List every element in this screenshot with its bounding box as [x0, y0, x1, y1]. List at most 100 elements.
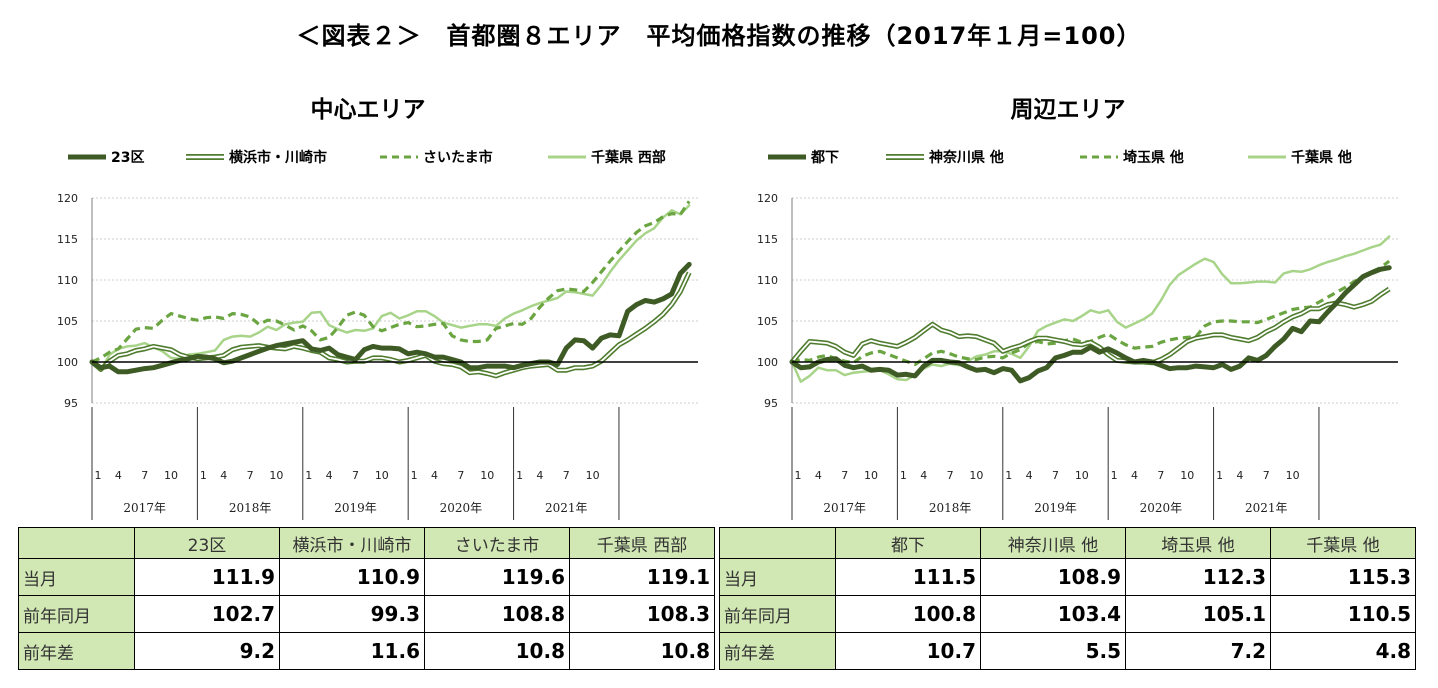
year-label: 2020年 [440, 501, 483, 515]
legend-label: 神奈川県 他 [929, 149, 1004, 166]
legend-label: 埼玉県 他 [1123, 149, 1184, 166]
y-tick-label: 110 [757, 274, 778, 287]
x-tick-label: 7 [1263, 469, 1270, 482]
table-cell: 110.9 [279, 558, 425, 596]
x-tick-label: 4 [1026, 469, 1033, 482]
y-tick-label: 115 [757, 233, 778, 246]
x-tick-label: 1 [795, 469, 802, 482]
x-tick-label: 4 [431, 469, 438, 482]
x-tick-label: 10 [375, 469, 389, 482]
y-tick-label: 100 [57, 356, 78, 369]
chart-title: 周辺エリア [1011, 97, 1126, 123]
table-row: 当月 111.5 108.9 112.3 115.3 [719, 558, 1416, 596]
year-label: 2021年 [545, 501, 588, 515]
legend-label: 千葉県 他 [1291, 149, 1352, 166]
year-label: 2017年 [123, 501, 166, 515]
legend-label: 23区 [111, 150, 144, 166]
table-cell: 110.5 [1270, 595, 1416, 633]
table-cell: 5.5 [980, 632, 1126, 670]
table-cell: 4.8 [1270, 632, 1416, 670]
table-row: 前年差 9.2 11.6 10.8 10.8 [18, 632, 715, 670]
y-tick-label: 95 [764, 397, 778, 410]
series-line [90, 204, 691, 372]
x-tick-label: 10 [864, 469, 878, 482]
x-tick-label: 10 [1180, 469, 1194, 482]
table-header-row: 都下 神奈川県 他 埼玉県 他 千葉県 他 [719, 527, 1416, 559]
y-tick-label: 105 [57, 315, 78, 328]
series-line [89, 261, 692, 375]
x-tick-label: 1 [305, 469, 312, 482]
column-header: 神奈川県 他 [980, 527, 1126, 559]
y-tick-label: 120 [57, 192, 78, 205]
series-line-inner [791, 288, 1390, 364]
x-tick-label: 7 [841, 469, 848, 482]
table-cell: 111.9 [134, 558, 280, 596]
year-label: 2019年 [1034, 501, 1077, 515]
row-label: 前年同月 [719, 595, 836, 633]
table-cell: 11.6 [279, 632, 425, 670]
x-tick-label: 10 [1286, 469, 1300, 482]
row-label: 前年差 [719, 632, 836, 670]
y-tick-label: 120 [757, 192, 778, 205]
year-label: 2019年 [334, 501, 377, 515]
table-row: 前年同月 102.7 99.3 108.8 108.3 [18, 595, 715, 633]
table-cell: 108.8 [424, 595, 570, 633]
x-tick-label: 1 [516, 469, 523, 482]
row-label: 前年差 [18, 632, 135, 670]
table-row: 当月 111.9 110.9 119.6 119.1 [18, 558, 715, 596]
x-tick-label: 10 [480, 469, 494, 482]
x-tick-label: 7 [247, 469, 254, 482]
column-header: さいたま市 [424, 527, 570, 559]
x-tick-label: 4 [326, 469, 333, 482]
x-tick-label: 7 [563, 469, 570, 482]
row-label: 前年同月 [18, 595, 135, 633]
year-label: 2018年 [229, 501, 272, 515]
x-tick-label: 7 [141, 469, 148, 482]
table-row: 前年差 10.7 5.5 7.2 4.8 [719, 632, 1416, 670]
table-cell: 119.1 [569, 558, 715, 596]
column-header: 埼玉県 他 [1125, 527, 1271, 559]
chart-peripheral-area: 周辺エリア都下 神奈川県 他埼玉県 他千葉県 他95100105110115120… [757, 97, 1398, 520]
table-row: 前年同月 100.8 103.4 105.1 110.5 [719, 595, 1416, 633]
table-cell: 102.7 [134, 595, 280, 633]
x-tick-label: 7 [947, 469, 954, 482]
x-tick-label: 4 [536, 469, 543, 482]
x-tick-label: 1 [900, 469, 907, 482]
x-tick-label: 10 [269, 469, 283, 482]
x-tick-label: 1 [200, 469, 207, 482]
table-cell: 112.3 [1125, 558, 1271, 596]
year-label: 2021年 [1245, 501, 1288, 515]
table-cell: 7.2 [1125, 632, 1271, 670]
legend-label: さいたま市 [423, 149, 493, 166]
column-header: 千葉県 西部 [569, 527, 715, 559]
y-tick-label: 115 [57, 233, 78, 246]
table-cell: 9.2 [134, 632, 280, 670]
chart-title: 中心エリア [311, 97, 426, 123]
year-label: 2017年 [823, 501, 866, 515]
table-cell: 108.3 [569, 595, 715, 633]
table-header-row: 23区 横浜市・川崎市 さいたま市 千葉県 西部 [18, 527, 715, 559]
table-cell: 10.7 [835, 632, 981, 670]
y-tick-label: 110 [57, 274, 78, 287]
table-cell: 10.8 [569, 632, 715, 670]
column-header: 23区 [134, 527, 280, 559]
table-cell: 103.4 [980, 595, 1126, 633]
x-tick-label: 7 [457, 469, 464, 482]
table-corner-cell [18, 527, 135, 559]
table-cell: 108.9 [980, 558, 1126, 596]
x-tick-label: 1 [1216, 469, 1223, 482]
series-line [790, 235, 1391, 383]
table-corner-cell [719, 527, 836, 559]
x-tick-label: 10 [1075, 469, 1089, 482]
table-cell: 111.5 [835, 558, 981, 596]
table-cell: 10.8 [424, 632, 570, 670]
legend-label: 千葉県 西部 [591, 149, 666, 166]
main-title: ＜図表２＞ 首都圏８エリア 平均価格指数の推移（2017年１月=100） [296, 22, 1142, 50]
x-tick-label: 4 [815, 469, 822, 482]
x-tick-label: 1 [411, 469, 418, 482]
table-cell: 115.3 [1270, 558, 1416, 596]
y-tick-label: 100 [757, 356, 778, 369]
table-cell: 99.3 [279, 595, 425, 633]
y-tick-label: 105 [757, 315, 778, 328]
